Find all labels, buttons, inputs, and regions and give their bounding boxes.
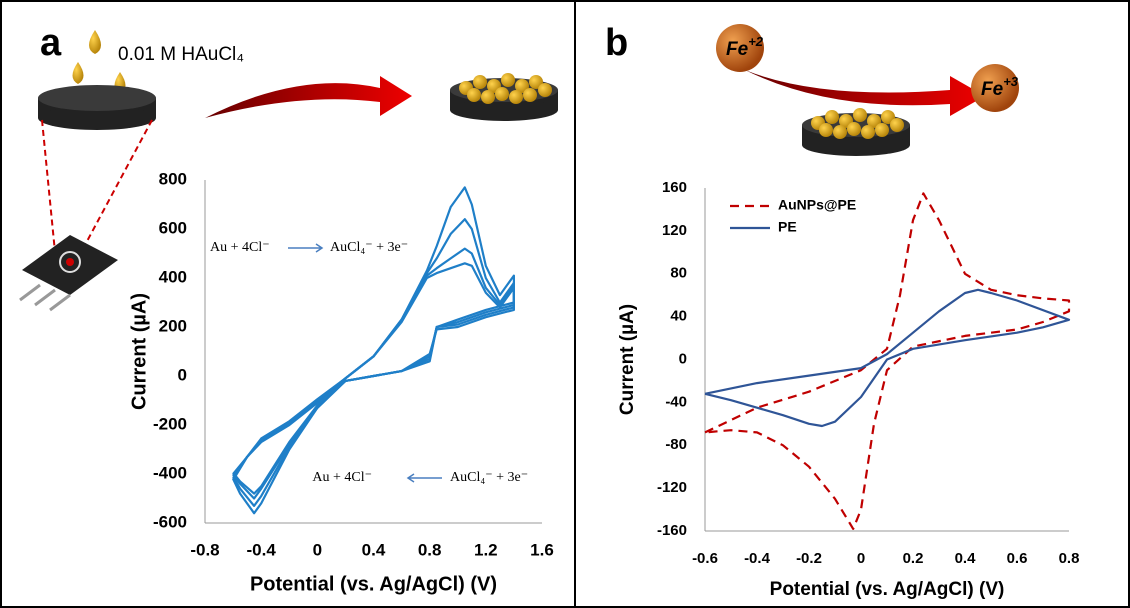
annotation: Au + 4Cl⁻ [312,470,372,485]
x-tick-label: -0.8 [190,540,219,559]
annotation: AuCl₄⁻ + 3e⁻ [450,470,528,485]
ion-symbol: Fe [981,79,1004,100]
panel-label: b [605,22,628,64]
y-tick-label: -80 [665,436,687,453]
y-tick-label: -40 [665,393,687,410]
x-axis-title: Potential (vs. Ag/AgCl) (V) [770,579,1005,600]
ion-charge: +2 [748,34,764,49]
x-tick-label: 1.2 [474,540,498,559]
panel-label: a [40,22,62,64]
y-tick-label: -400 [153,463,187,482]
x-tick-label: 0 [313,540,322,559]
y-axis-title: Current (µA) [128,293,150,410]
reaction-arrow [408,474,442,482]
reagent-label: 0.01 M HAuCl₄ [118,44,244,65]
x-tick-label: 0.2 [903,550,924,567]
y-axis-title: Current (µA) [617,304,638,415]
x-tick-label: -0.4 [247,540,277,559]
x-tick-label: 1.6 [530,540,554,559]
data-line [705,290,1069,426]
y-tick-label: -200 [153,414,187,433]
x-tick-label: 0.8 [418,540,442,559]
x-tick-label: 0.6 [1007,550,1028,567]
annotation: AuCl₄⁻ + 3e⁻ [330,240,408,255]
x-tick-label: -0.6 [692,550,718,567]
legend-label: PE [778,219,797,235]
y-tick-label: 400 [159,267,187,286]
y-tick-label: 120 [662,222,687,239]
x-tick-label: 0 [857,550,865,567]
legend-label: AuNPs@PE [778,197,856,213]
ion-charge: +3 [1003,74,1019,89]
y-tick-label: 0 [178,365,187,384]
reaction-arrow [288,244,322,252]
data-line [233,249,514,499]
y-tick-label: 200 [159,316,187,335]
x-axis-title: Potential (vs. Ag/AgCl) (V) [250,573,497,595]
figure: a-600-400-2000200400600800-0.8-0.400.40.… [0,0,1130,608]
y-tick-label: 0 [679,350,687,367]
ion-symbol: Fe [726,39,749,60]
y-tick-label: -600 [153,512,187,531]
x-tick-label: -0.2 [796,550,822,567]
x-tick-label: 0.4 [362,540,386,559]
data-line [233,263,514,493]
y-tick-label: 600 [159,218,187,237]
y-tick-label: 800 [159,169,187,188]
y-tick-label: -160 [657,522,687,539]
y-tick-label: 80 [670,265,687,282]
x-tick-label: -0.4 [744,550,771,567]
y-tick-label: 160 [662,179,687,196]
x-tick-label: 0.4 [955,550,977,567]
y-tick-label: 40 [670,308,687,325]
x-tick-label: 0.8 [1059,550,1080,567]
annotation: Au + 4Cl⁻ [210,240,270,255]
y-tick-label: -120 [657,479,687,496]
